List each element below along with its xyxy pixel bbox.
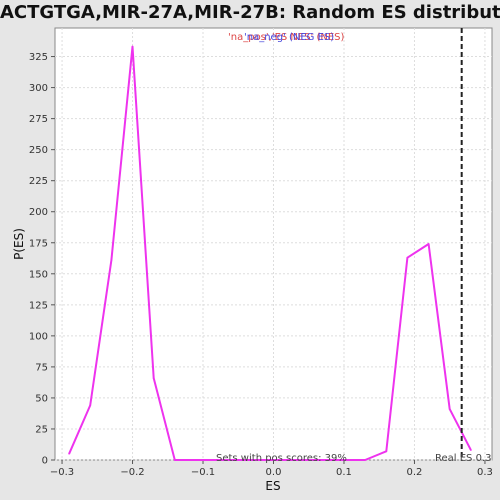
data-point xyxy=(68,453,70,455)
y-tick-label: 125 xyxy=(29,300,48,311)
y-tick-label: 250 xyxy=(29,145,48,156)
y-tick-label: 300 xyxy=(29,83,48,94)
data-point xyxy=(195,459,197,461)
x-tick-label: −0.2 xyxy=(120,467,144,478)
real-es-label: Real ES 0.3 xyxy=(435,453,491,464)
data-point xyxy=(174,459,176,461)
y-tick-label: 200 xyxy=(29,207,48,218)
y-tick-label: 150 xyxy=(29,269,48,280)
data-point xyxy=(153,377,155,379)
x-tick-label: 0.1 xyxy=(336,467,352,478)
data-point xyxy=(132,46,134,48)
y-tick-label: 25 xyxy=(35,424,48,435)
x-tick-label: −0.1 xyxy=(191,467,215,478)
y-tick-label: 275 xyxy=(29,114,48,125)
x-axis-label: ES xyxy=(265,479,280,493)
data-point xyxy=(111,259,113,261)
x-tick-label: 0.3 xyxy=(477,467,493,478)
y-tick-label: 100 xyxy=(29,331,48,342)
legend-neg-entry: 'na_neg' (NEG ES) xyxy=(244,32,334,43)
data-point xyxy=(428,243,430,245)
x-tick-label: 0.2 xyxy=(407,467,423,478)
y-axis-label: P(ES) xyxy=(12,228,26,260)
y-tick-label: 75 xyxy=(35,362,48,373)
data-point xyxy=(89,405,91,407)
x-tick-label: −0.3 xyxy=(50,467,74,478)
data-point xyxy=(385,451,387,453)
y-tick-label: 175 xyxy=(29,238,48,249)
data-point xyxy=(449,408,451,410)
y-tick-label: 325 xyxy=(29,52,48,63)
pos-scores-annotation: Sets with pos scores: 39% xyxy=(216,453,347,464)
y-tick-label: 225 xyxy=(29,176,48,187)
y-tick-label: 0 xyxy=(42,456,48,467)
data-point xyxy=(407,257,409,259)
data-point xyxy=(364,459,366,461)
data-point xyxy=(470,449,472,451)
y-tick-label: 50 xyxy=(35,393,48,404)
x-tick-label: 0.0 xyxy=(266,467,282,478)
